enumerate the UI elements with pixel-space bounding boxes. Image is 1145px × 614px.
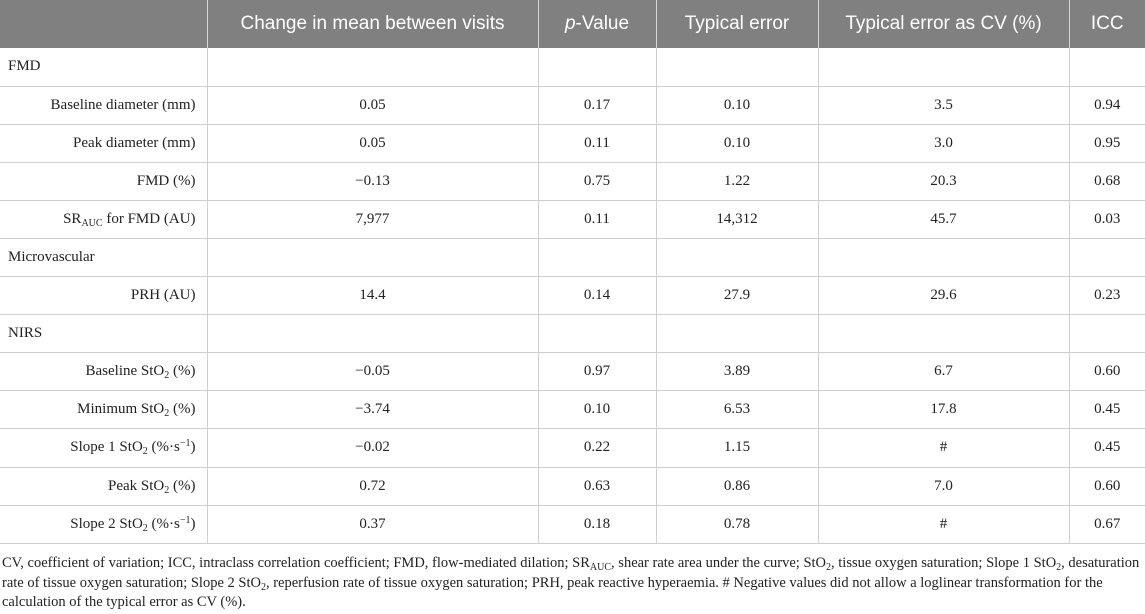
- row-label: FMD (%): [0, 162, 208, 201]
- cell-p-value: 0.14: [538, 276, 657, 316]
- cell-change: −0.02: [207, 428, 539, 468]
- cell-icc: 0.23: [1069, 276, 1145, 316]
- table-row: Peak diameter (mm) 0.05 0.11 0.10 3.0 0.…: [0, 124, 1145, 163]
- cell-typical-error-cv: 6.7: [818, 352, 1070, 392]
- cell-p-value: 0.63: [538, 467, 657, 506]
- cell-change: 7,977: [207, 200, 539, 239]
- cell-typical-error: 1.15: [656, 428, 819, 468]
- cell-icc: 0.45: [1069, 428, 1145, 468]
- row-label: SRAUC for FMD (AU): [0, 200, 208, 239]
- cell-change: −0.13: [207, 162, 539, 201]
- cell-typical-error: 14,312: [656, 200, 819, 239]
- header-typical-error: Typical error: [656, 0, 819, 48]
- cell-typical-error-cv: 17.8: [818, 390, 1070, 430]
- section-label: FMD: [0, 48, 208, 87]
- cell-typical-error-cv: 3.5: [818, 86, 1070, 125]
- table-row: Baseline StO2 (%) −0.05 0.97 3.89 6.7 0.…: [0, 352, 1145, 392]
- cell-typical-error-cv: 7.0: [818, 467, 1070, 506]
- table-row: Baseline diameter (mm) 0.05 0.17 0.10 3.…: [0, 86, 1145, 125]
- header-p-value: p-Value: [538, 0, 657, 48]
- cell-change: 0.05: [207, 124, 539, 163]
- cell-icc: 0.95: [1069, 124, 1145, 163]
- cell-p-value: 0.11: [538, 200, 657, 239]
- row-label: Slope 2 StO2 (%·s−1): [0, 505, 208, 544]
- cell-p-value: 0.75: [538, 162, 657, 201]
- cell-typical-error-cv: 3.0: [818, 124, 1070, 163]
- header-change-in-mean: Change in mean between visits: [207, 0, 539, 48]
- row-label: Minimum StO2 (%): [0, 390, 208, 430]
- cell-typical-error: 6.53: [656, 390, 819, 430]
- header-icc: ICC: [1069, 0, 1145, 48]
- cell-change: 14.4: [207, 276, 539, 316]
- header-row: Change in mean between visits p-Value Ty…: [0, 0, 1145, 48]
- cell-change: 0.37: [207, 505, 539, 544]
- cell-typical-error-cv: 45.7: [818, 200, 1070, 239]
- cell-p-value: 0.11: [538, 124, 657, 163]
- cell-p-value: 0.10: [538, 390, 657, 430]
- cell-typical-error: 0.10: [656, 124, 819, 163]
- cell-icc: 0.03: [1069, 200, 1145, 239]
- cell-typical-error-cv: 29.6: [818, 276, 1070, 316]
- cell-change: −3.74: [207, 390, 539, 430]
- cell-change: 0.05: [207, 86, 539, 125]
- table-row: PRH (AU) 14.4 0.14 27.9 29.6 0.23: [0, 276, 1145, 316]
- header-typical-error-cv: Typical error as CV (%): [818, 0, 1070, 48]
- cell-typical-error: 3.89: [656, 352, 819, 392]
- reliability-table: Change in mean between visits p-Value Ty…: [0, 0, 1145, 544]
- cell-icc: 0.60: [1069, 467, 1145, 506]
- cell-typical-error: 0.78: [656, 505, 819, 544]
- cell-typical-error-cv: #: [818, 505, 1070, 544]
- cell-typical-error: 1.22: [656, 162, 819, 201]
- section-label: NIRS: [0, 314, 208, 354]
- row-label: PRH (AU): [0, 276, 208, 316]
- cell-typical-error-cv: #: [818, 428, 1070, 468]
- table-row: SRAUC for FMD (AU) 7,977 0.11 14,312 45.…: [0, 200, 1145, 239]
- section-row-microvascular: Microvascular: [0, 238, 1145, 278]
- section-label: Microvascular: [0, 238, 208, 278]
- table-row: FMD (%) −0.13 0.75 1.22 20.3 0.68: [0, 162, 1145, 201]
- cell-typical-error: 0.10: [656, 86, 819, 125]
- cell-typical-error-cv: 20.3: [818, 162, 1070, 201]
- section-row-nirs: NIRS: [0, 314, 1145, 354]
- table-row: Peak StO2 (%) 0.72 0.63 0.86 7.0 0.60: [0, 467, 1145, 506]
- cell-p-value: 0.97: [538, 352, 657, 392]
- table-footnote: CV, coefficient of variation; ICC, intra…: [2, 555, 1140, 610]
- row-label: Peak StO2 (%): [0, 467, 208, 506]
- cell-change: −0.05: [207, 352, 539, 392]
- cell-change: 0.72: [207, 467, 539, 506]
- cell-icc: 0.68: [1069, 162, 1145, 201]
- cell-icc: 0.94: [1069, 86, 1145, 125]
- table-row: Slope 1 StO2 (%·s−1) −0.02 0.22 1.15 # 0…: [0, 428, 1145, 468]
- header-empty: [0, 0, 208, 48]
- cell-p-value: 0.17: [538, 86, 657, 125]
- row-label: Baseline StO2 (%): [0, 352, 208, 392]
- cell-icc: 0.67: [1069, 505, 1145, 544]
- row-label: Baseline diameter (mm): [0, 86, 208, 125]
- cell-icc: 0.60: [1069, 352, 1145, 392]
- table-row: Slope 2 StO2 (%·s−1) 0.37 0.18 0.78 # 0.…: [0, 505, 1145, 544]
- row-label: Slope 1 StO2 (%·s−1): [0, 428, 208, 468]
- row-label: Peak diameter (mm): [0, 124, 208, 163]
- cell-p-value: 0.18: [538, 505, 657, 544]
- cell-typical-error: 27.9: [656, 276, 819, 316]
- section-row-fmd: FMD: [0, 48, 1145, 87]
- cell-p-value: 0.22: [538, 428, 657, 468]
- cell-typical-error: 0.86: [656, 467, 819, 506]
- table-row: Minimum StO2 (%) −3.74 0.10 6.53 17.8 0.…: [0, 390, 1145, 430]
- cell-icc: 0.45: [1069, 390, 1145, 430]
